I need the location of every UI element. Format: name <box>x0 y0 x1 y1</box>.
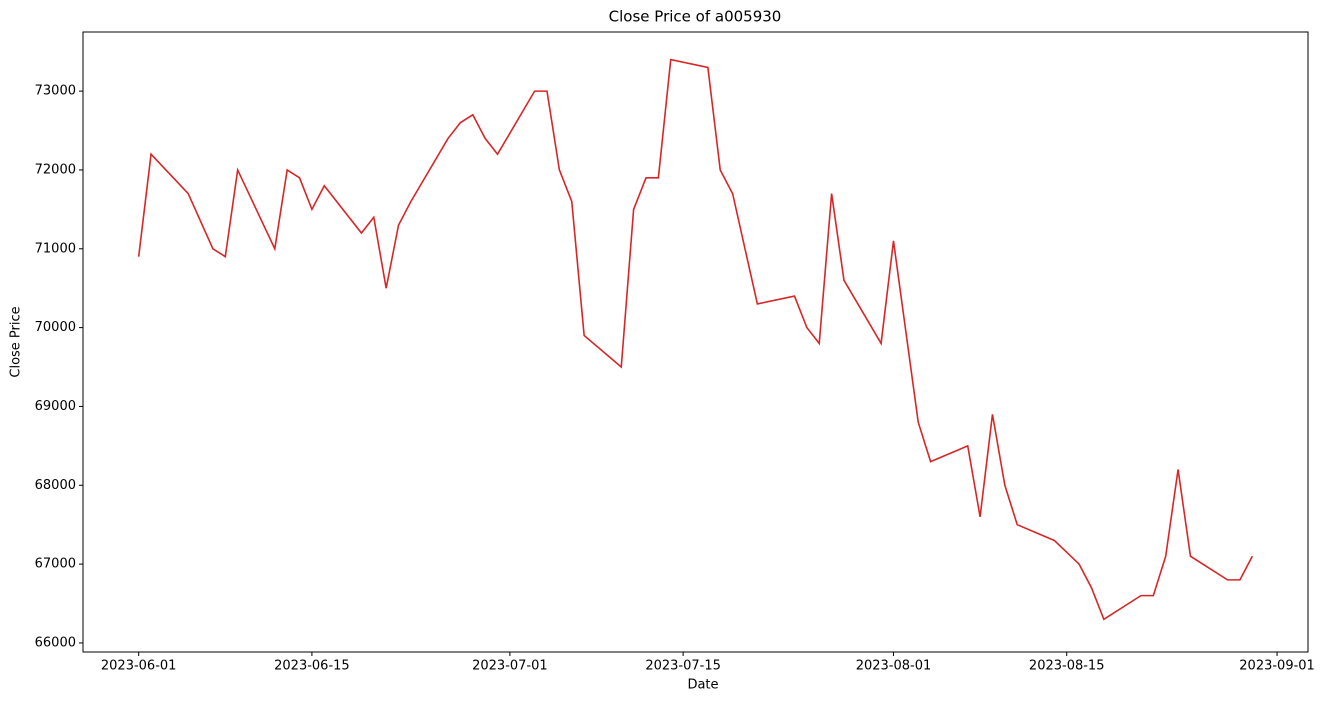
y-tick-label: 72000 <box>35 162 76 177</box>
y-axis-label: Close Price <box>9 306 24 377</box>
y-tick-label: 66000 <box>35 635 76 650</box>
x-axis-label: Date <box>687 678 718 693</box>
y-tick-label: 71000 <box>35 241 76 256</box>
y-tick-label: 73000 <box>35 84 76 99</box>
x-tick-label: 2023-08-15 <box>1029 659 1105 674</box>
y-tick-label: 70000 <box>35 320 76 335</box>
price-line <box>137 58 1254 621</box>
chart-title: Close Price of a005930 <box>609 8 782 26</box>
x-tick-label: 2023-07-15 <box>645 659 721 674</box>
x-tick-label: 2023-09-01 <box>1239 659 1315 674</box>
x-tick-label: 2023-06-15 <box>274 659 350 674</box>
x-tick-label: 2023-07-01 <box>472 659 548 674</box>
x-tick-label: 2023-06-01 <box>101 659 177 674</box>
plot-frame <box>82 31 1309 653</box>
y-tick-label: 68000 <box>35 478 76 493</box>
y-tick-label: 69000 <box>35 399 76 414</box>
x-tick-label: 2023-08-01 <box>856 659 932 674</box>
y-tick-label: 67000 <box>35 557 76 572</box>
